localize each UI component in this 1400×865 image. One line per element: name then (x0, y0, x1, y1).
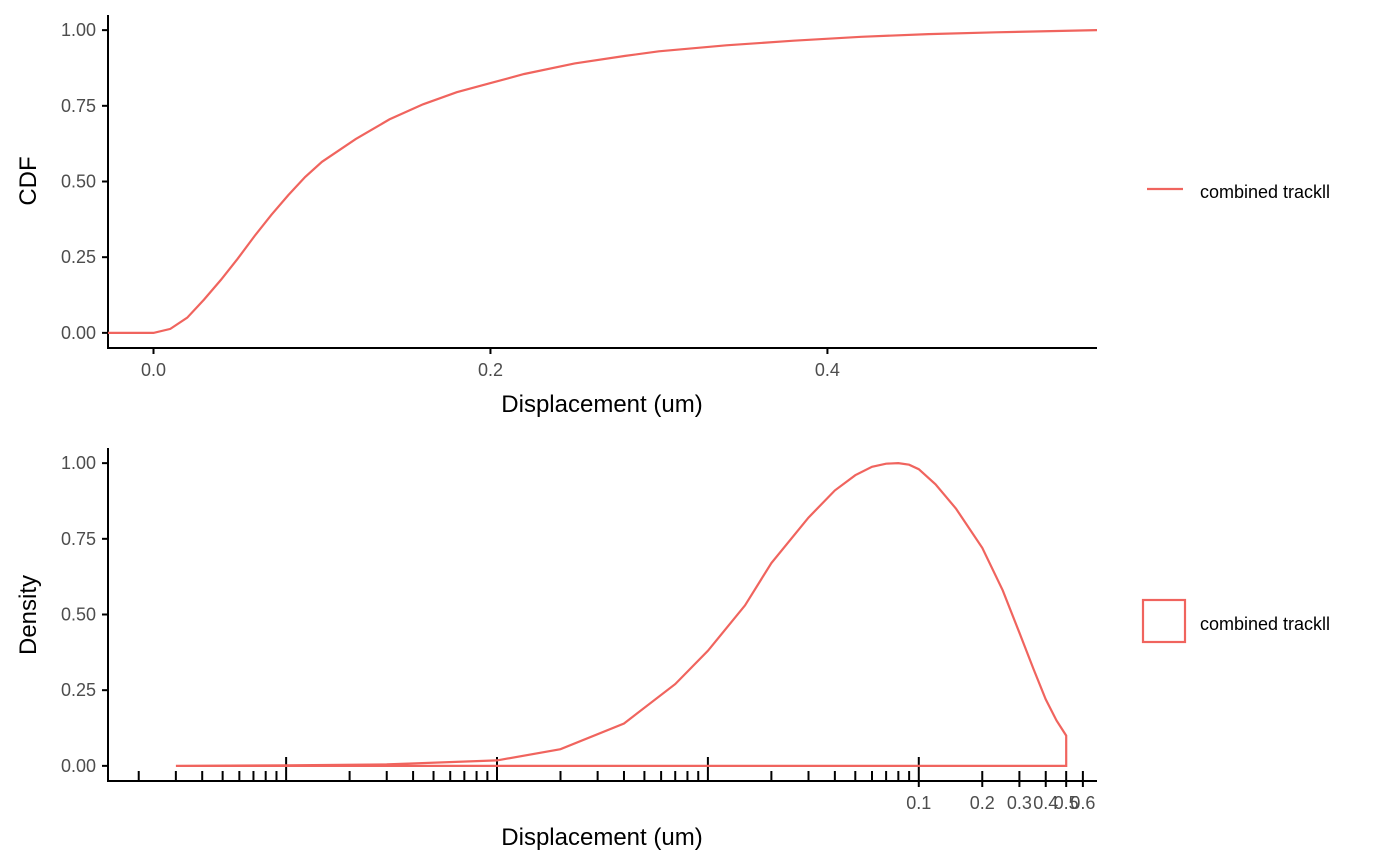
density-y-tick-label: 0.75 (61, 529, 96, 549)
cdf-legend: combined trackll (1147, 182, 1330, 202)
cdf-x-tick-label: 0.4 (815, 360, 840, 380)
density-x-tick-label: 0.3 (1007, 793, 1032, 813)
density-x-tick-label: 0.1 (906, 793, 931, 813)
cdf-x-ticks: 0.0 0.2 0.4 (141, 348, 840, 380)
cdf-panel: 0.00 0.25 0.50 0.75 1.00 0.0 0.2 0.4 Displacem… (15, 15, 1330, 418)
density-y-tick-label: 1.00 (61, 453, 96, 473)
cdf-y-tick-label: 0.75 (61, 96, 96, 116)
density-legend-key (1141, 598, 1187, 644)
density-legend: combined trackll (1141, 598, 1330, 644)
density-y-ticks: 0.00 0.25 0.50 0.75 1.00 (61, 453, 108, 776)
density-y-tick-label: 0.25 (61, 680, 96, 700)
density-x-ticks: 0.1 0.2 0.3 0.40.50.6 (906, 781, 1095, 813)
cdf-series-line (108, 29, 1098, 334)
cdf-y-tick-label: 1.00 (61, 20, 96, 40)
density-legend-label: combined trackll (1200, 614, 1330, 634)
density-y-tick-label: 0.00 (61, 756, 96, 776)
cdf-y-axis-title: CDF (15, 156, 42, 205)
cdf-x-tick-label: 0.0 (141, 360, 166, 380)
density-x-tick-label: 0.4 (1033, 793, 1058, 813)
density-x-tick-label: 0.2 (970, 793, 995, 813)
cdf-legend-label: combined trackll (1200, 182, 1330, 202)
density-series-outline (175, 461, 1068, 767)
cdf-y-tick-label: 0.50 (61, 172, 96, 192)
cdf-y-tick-label: 0.00 (61, 323, 96, 343)
cdf-y-ticks: 0.00 0.25 0.50 0.75 1.00 (61, 20, 108, 343)
density-y-axis-title: Density (15, 575, 42, 655)
density-y-tick-label: 0.50 (61, 605, 96, 625)
cdf-x-tick-label: 0.2 (478, 360, 503, 380)
density-x-tick-label: 0.6 (1070, 793, 1095, 813)
density-x-axis-title: Displacement (um) (501, 824, 702, 851)
cdf-y-tick-label: 0.25 (61, 247, 96, 267)
cdf-x-axis-title: Displacement (um) (501, 391, 702, 418)
density-x-tick-label: 0.5 (1054, 793, 1079, 813)
density-log-minor-ticks (137, 757, 1084, 781)
density-panel: 0.000.250.500.751.00 0.1 0.2 0.3 0.40.50.6 … (15, 448, 1330, 851)
